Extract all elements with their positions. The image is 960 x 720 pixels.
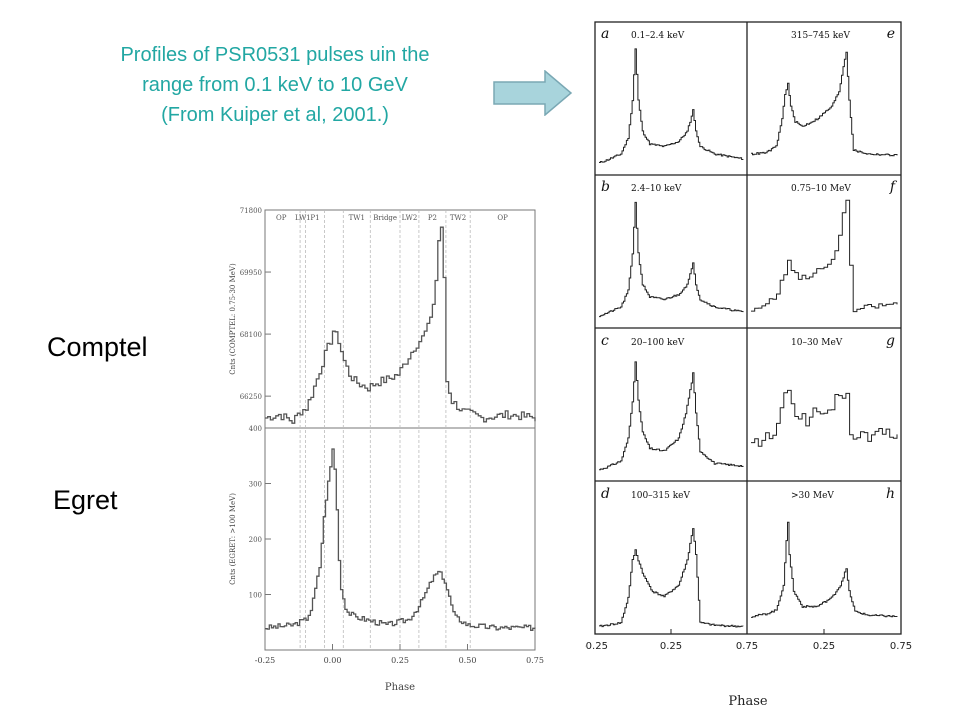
panel-grid: a 0.1–2.4 keV e 315–745 keV b 2.4–10 keV f 0.75… xyxy=(594,21,902,635)
y-tick-label: 66250 xyxy=(240,393,262,401)
panel-letter: a xyxy=(601,26,609,42)
panel-letter: d xyxy=(601,486,610,502)
panel-energy-label: >30 MeV xyxy=(791,491,834,501)
y-tick-label: 69950 xyxy=(240,269,262,277)
egret-series-line xyxy=(265,448,536,631)
x-tick-label: 0.50 xyxy=(459,656,477,665)
region-label: P1 xyxy=(310,214,319,222)
region-label: P2 xyxy=(428,214,437,222)
x-tick-label: 0.25 xyxy=(813,641,835,652)
egret-x-axis-label: Phase xyxy=(385,682,415,693)
panel-energy-label: 0.1–2.4 keV xyxy=(631,31,685,41)
panel-letter: e xyxy=(887,26,895,42)
comptel-series-line xyxy=(265,226,536,424)
y-tick-label: 400 xyxy=(249,425,262,433)
panel-energy-label: 20–100 keV xyxy=(631,338,685,348)
comptel-label: Comptel xyxy=(47,332,148,362)
panel-letter: g xyxy=(886,333,895,349)
panel-series-line xyxy=(751,51,898,157)
panel-series-line xyxy=(751,521,898,618)
arrow-right-icon xyxy=(493,70,573,116)
title-line: (From Kuiper et al, 2001.) xyxy=(161,104,389,126)
x-tick-label: 0.00 xyxy=(324,656,342,665)
x-tick-label: 0.75 xyxy=(526,656,544,665)
panel-series-line xyxy=(599,528,744,628)
y-tick-label: 68100 xyxy=(240,331,262,339)
y-tick-label: 200 xyxy=(249,536,262,544)
comptel-egret-chart: OP LW1 P1 TW1 Bridge LW2 P2 TW2 OP 71800 69950 681… xyxy=(229,207,544,693)
grid-x-axis-label: Phase xyxy=(728,694,768,709)
profile-panel-e: e 315–745 keV xyxy=(751,26,898,157)
profile-panel-f: f 0.75–10 MeV xyxy=(751,179,898,313)
egret-y-ticks: 400 300 200 100 xyxy=(249,425,271,600)
profile-panel-d: d 100–315 keV xyxy=(599,486,744,628)
x-tick-label: -0.25 xyxy=(255,656,276,665)
y-tick-label: 300 xyxy=(249,481,262,489)
region-label: OP xyxy=(276,214,287,222)
panel-energy-label: 100–315 keV xyxy=(631,491,690,501)
profile-panel-g: g 10–30 MeV xyxy=(751,333,898,447)
profile-panel-a: a 0.1–2.4 keV xyxy=(599,26,744,163)
panel-series-line xyxy=(751,199,898,313)
region-label: OP xyxy=(497,214,508,222)
panel-energy-label: 315–745 keV xyxy=(791,31,850,41)
slide-title: Profiles of PSR0531 pulses uin the range… xyxy=(40,40,510,130)
x-tick-label: 0.75 xyxy=(890,641,912,652)
profile-panel-h: h >30 MeV xyxy=(751,486,898,618)
kuiper-grid-chart: a 0.1–2.4 keV e 315–745 keV b 2.4–10 keV f 0.75… xyxy=(585,21,912,709)
panel-letter: h xyxy=(886,486,895,502)
panel-letter: b xyxy=(601,179,610,195)
panel-energy-label: 10–30 MeV xyxy=(791,338,843,348)
panel-letter: c xyxy=(601,333,609,349)
panel-series-line xyxy=(599,48,744,163)
comptel-y-axis-label: Cnts (COMPTEL: 0.75-30 MeV) xyxy=(229,263,237,375)
region-label: TW1 xyxy=(349,214,365,222)
y-tick-label: 100 xyxy=(249,592,262,600)
region-labels: OP LW1 P1 TW1 Bridge LW2 P2 TW2 OP xyxy=(276,214,508,222)
comptel-y-ticks: 71800 69950 68100 66250 xyxy=(240,207,271,401)
profile-panel-b: b 2.4–10 keV xyxy=(599,179,744,318)
panel-energy-label: 2.4–10 keV xyxy=(631,184,682,194)
panel-series-line xyxy=(599,201,744,318)
x-tick-label: 0.25 xyxy=(391,656,409,665)
x-tick-label: 0.25 xyxy=(660,641,682,652)
panel-energy-label: 0.75–10 MeV xyxy=(791,184,851,194)
region-label: LW2 xyxy=(402,214,418,222)
egret-y-axis-label: Cnts (EGRET: >100 MeV) xyxy=(229,493,237,585)
panel-letter: f xyxy=(889,179,898,195)
title-line: Profiles of PSR0531 pulses uin the xyxy=(120,44,430,66)
panel-series-line xyxy=(751,389,898,447)
region-label: TW2 xyxy=(450,214,466,222)
region-dividers xyxy=(299,210,471,650)
panel-series-line xyxy=(599,361,744,471)
x-tick-label: 0.75 xyxy=(736,641,758,652)
region-label: Bridge xyxy=(373,214,397,222)
x-tick-label: -0.25 xyxy=(585,641,608,652)
title-line: range from 0.1 keV to 10 GeV xyxy=(142,74,408,96)
egret-x-ticks: -0.25 0.00 0.25 0.50 0.75 xyxy=(255,644,544,665)
grid-x-ticks: -0.25 0.25 0.75 0.25 0.75 xyxy=(585,629,912,652)
y-tick-label: 71800 xyxy=(240,207,262,215)
region-label: LW1 xyxy=(295,214,311,222)
profile-panel-c: c 20–100 keV xyxy=(599,333,744,471)
egret-label: Egret xyxy=(53,485,118,515)
